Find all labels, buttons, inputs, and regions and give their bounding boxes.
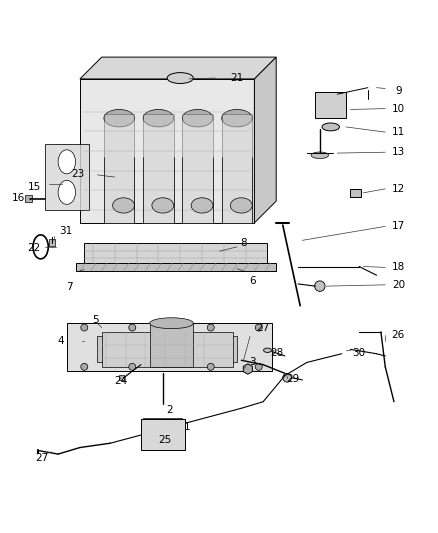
Bar [149,323,193,367]
Text: 15: 15 [28,182,41,192]
Text: 7: 7 [66,282,72,293]
Ellipse shape [58,180,75,204]
Circle shape [314,281,324,292]
Ellipse shape [221,109,252,127]
Text: 25: 25 [158,435,171,445]
Circle shape [81,364,88,370]
Ellipse shape [167,72,193,84]
Circle shape [254,324,261,331]
Text: 23: 23 [71,168,84,179]
Bar [350,189,360,197]
Ellipse shape [152,198,173,213]
Ellipse shape [113,198,134,213]
Bar [143,418,182,424]
Text: 2: 2 [166,405,172,415]
Text: 20: 20 [391,280,404,290]
Bar [97,336,237,362]
Bar [315,92,345,118]
Text: 8: 8 [240,238,246,248]
Ellipse shape [191,198,212,213]
Text: 5: 5 [92,314,98,325]
Ellipse shape [149,318,193,329]
Text: 11: 11 [391,127,404,137]
Text: 22: 22 [28,243,41,253]
Text: 9: 9 [394,86,401,96]
Text: 1: 1 [183,422,190,432]
Text: 29: 29 [286,374,299,384]
Ellipse shape [311,152,328,158]
Circle shape [207,324,214,331]
Bar [143,114,173,223]
Text: 4: 4 [57,336,64,346]
Text: 10: 10 [391,103,404,114]
Polygon shape [243,364,252,374]
Text: 30: 30 [352,348,365,358]
Text: 28: 28 [270,348,283,358]
Text: 12: 12 [391,184,404,194]
Bar [84,243,267,264]
Polygon shape [80,57,276,79]
Circle shape [81,324,88,331]
Circle shape [282,374,291,382]
Bar [104,114,134,223]
Text: 26: 26 [391,330,404,341]
Bar [67,323,271,371]
Ellipse shape [104,109,134,127]
Text: 3: 3 [248,358,255,367]
Text: 24: 24 [114,376,128,386]
Ellipse shape [182,109,212,127]
Circle shape [254,364,261,370]
Text: 18: 18 [391,262,404,272]
Bar [119,375,124,380]
Ellipse shape [230,198,252,213]
Text: 6: 6 [248,276,255,286]
Bar [221,114,252,223]
Polygon shape [80,79,254,223]
Bar [141,419,184,450]
Bar [25,196,32,202]
Polygon shape [45,144,88,210]
Text: 16: 16 [12,192,25,203]
Text: 17: 17 [391,221,404,231]
Circle shape [128,364,135,370]
Ellipse shape [58,150,75,174]
Bar [102,332,232,367]
Text: 27: 27 [35,453,48,463]
Text: 31: 31 [59,226,72,236]
Text: 13: 13 [391,147,404,157]
Circle shape [128,324,135,331]
Circle shape [207,364,214,370]
Ellipse shape [321,123,339,131]
Polygon shape [254,57,276,223]
Text: 27: 27 [256,324,269,334]
Bar [48,239,54,246]
Text: 21: 21 [230,73,243,83]
Ellipse shape [263,348,271,352]
Bar [182,114,212,223]
Polygon shape [75,263,276,271]
Ellipse shape [143,109,173,127]
